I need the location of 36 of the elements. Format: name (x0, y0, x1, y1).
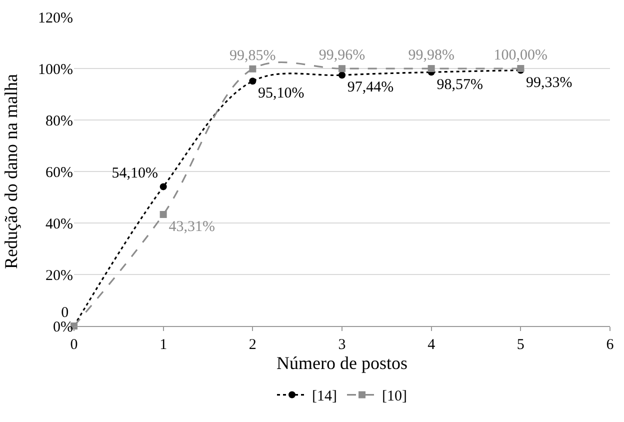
y-tick-label: 20% (46, 268, 73, 284)
data-label: 0 (61, 304, 69, 321)
x-tick-label: 0 (70, 337, 78, 353)
x-tick-label: 5 (516, 337, 524, 353)
x-tick-label: 4 (428, 337, 436, 353)
data-label: 43,31% (168, 219, 215, 236)
y-tick-label: 40% (46, 216, 73, 232)
data-label: 99,85% (230, 48, 276, 64)
data-label: 99,33% (526, 74, 572, 91)
x-axis-title: Número de postos (276, 353, 408, 373)
data-label: 95,10% (258, 86, 304, 102)
data-label: 99,96% (318, 47, 366, 64)
point (338, 72, 346, 79)
point (428, 65, 435, 72)
x-tick-label: 6 (606, 337, 614, 353)
point (160, 210, 167, 218)
data-label: 100,00% (494, 47, 548, 64)
point (160, 183, 167, 190)
data-label: 54,10% (112, 166, 158, 182)
y-axis-title: Redução do dano na malha (1, 74, 22, 269)
y-tick-label: 60% (46, 164, 73, 181)
legend-label: [10] (382, 388, 407, 405)
y-tick-label: 100% (38, 62, 73, 78)
y-tick-label: 0% (53, 319, 73, 336)
x-tick-label: 2 (248, 337, 256, 353)
data-label: 99,98% (408, 47, 454, 64)
data-label: 98,57% (436, 76, 483, 93)
y-tick-label: 120% (38, 10, 73, 26)
point (249, 78, 256, 85)
y-tick-label: 80% (46, 113, 73, 130)
legend-label: [14] (312, 388, 337, 405)
data-label: 97,44% (347, 80, 394, 96)
x-tick-label: 1 (160, 337, 168, 353)
x-tick-label: 3 (338, 337, 346, 353)
point (338, 65, 346, 72)
point (249, 65, 256, 72)
